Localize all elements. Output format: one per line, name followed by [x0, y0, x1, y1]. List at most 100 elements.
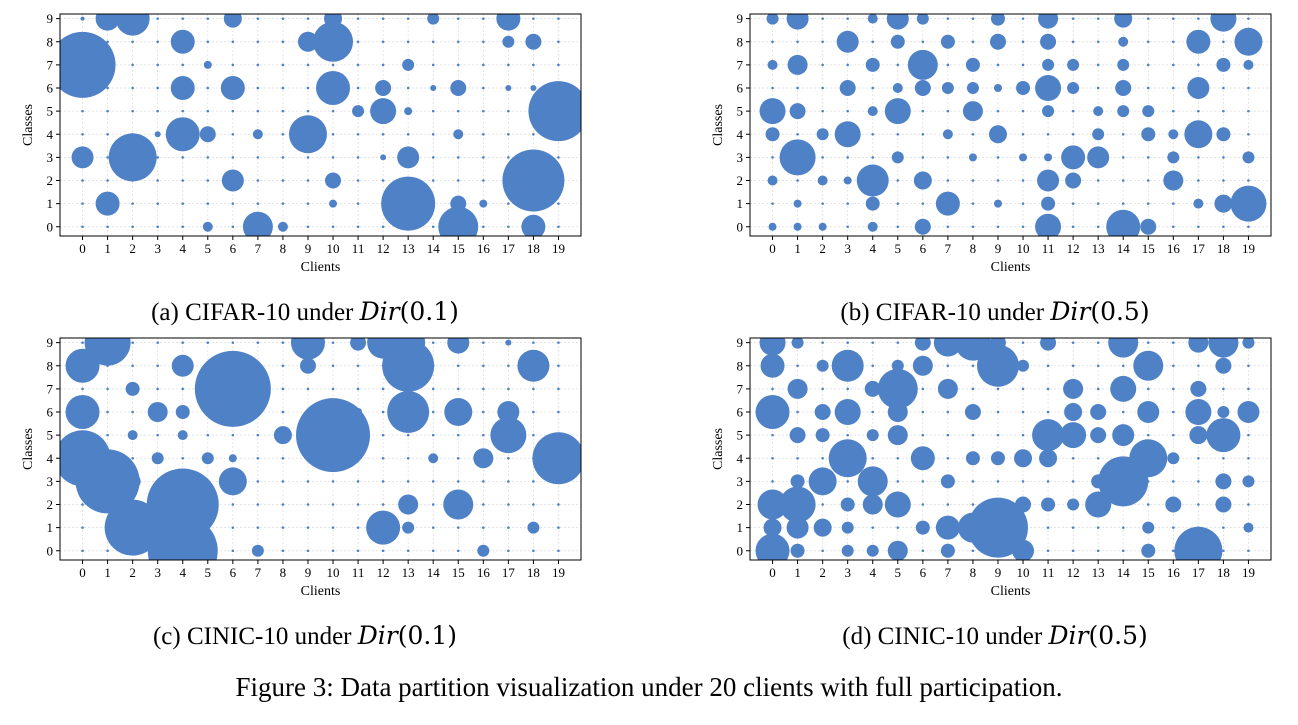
data-point [151, 452, 164, 465]
data-point-minor [1172, 526, 1175, 529]
data-point [453, 129, 464, 140]
plot-frame [59, 337, 582, 561]
caption-b-fn: Dir [1050, 297, 1091, 326]
data-point-minor [1222, 86, 1225, 90]
data-point [1037, 169, 1060, 192]
data-point [1217, 406, 1230, 418]
x-tick-label: 15 [1142, 241, 1155, 256]
data-point [759, 338, 786, 356]
data-point [1065, 172, 1082, 189]
data-point [525, 33, 542, 50]
data-point [867, 14, 878, 24]
data-point-minor [1222, 526, 1225, 529]
data-point [891, 151, 904, 164]
data-point-minor [482, 225, 485, 229]
data-point-minor [231, 63, 235, 67]
data-point [767, 59, 778, 70]
x-tick-label: 6 [230, 241, 237, 256]
data-point-minor [331, 132, 335, 136]
data-point-minor [206, 40, 210, 44]
data-point-minor [507, 132, 510, 136]
data-point-minor [131, 202, 134, 205]
data-point-minor [1046, 132, 1050, 136]
y-tick-label: 8 [47, 358, 54, 373]
data-point [218, 467, 247, 496]
data-point [886, 14, 909, 30]
data-point [194, 350, 271, 427]
data-point-minor [482, 40, 485, 44]
caption-d-fn: Dir [1048, 621, 1089, 650]
data-point-minor [131, 456, 134, 460]
data-point [316, 71, 351, 105]
x-tick-label: 19 [552, 241, 565, 256]
data-point [1012, 539, 1035, 560]
data-point-minor [1071, 549, 1075, 553]
data-point-minor [381, 225, 385, 229]
data-point-minor [1222, 109, 1225, 113]
data-point-minor [281, 341, 285, 344]
data-point [1141, 543, 1156, 558]
data-point [1117, 58, 1130, 71]
x-tick-label: 5 [895, 565, 902, 580]
data-point-minor [356, 225, 360, 229]
data-point-minor [771, 202, 774, 205]
data-point-minor [1021, 202, 1025, 205]
data-point [402, 58, 415, 71]
data-point-minor [1247, 456, 1250, 460]
data-point-minor [106, 132, 109, 136]
data-point [1174, 526, 1223, 560]
data-point-minor [256, 202, 260, 205]
x-tick-label: 5 [205, 565, 212, 580]
data-point [329, 199, 338, 208]
data-point-minor [156, 433, 159, 437]
data-point [147, 515, 218, 560]
y-axis-label: Classes [711, 104, 726, 146]
x-tick-label: 9 [305, 565, 312, 580]
data-point-minor [946, 225, 950, 229]
data-point [517, 349, 550, 382]
data-point-minor [846, 156, 849, 159]
data-point-minor [971, 132, 975, 136]
data-point [1041, 497, 1056, 512]
data-point [786, 516, 809, 539]
data-point-minor [557, 549, 560, 553]
y-tick-label: 1 [47, 196, 54, 211]
data-point-minor [946, 63, 950, 67]
data-point-minor [456, 109, 460, 113]
data-point-minor [256, 503, 260, 506]
data-point [1215, 357, 1232, 374]
data-point-minor [456, 433, 460, 437]
data-point [443, 489, 474, 520]
data-point-minor [231, 40, 235, 44]
data-point-minor [482, 480, 485, 483]
data-point-minor [1222, 549, 1225, 553]
data-point [937, 378, 958, 399]
data-point-minor [1222, 156, 1225, 159]
data-point [1114, 14, 1133, 28]
data-point [1118, 36, 1129, 47]
y-tick-label: 9 [737, 11, 744, 26]
data-point-minor [821, 387, 824, 391]
data-point-minor [1247, 225, 1250, 229]
data-point [1185, 399, 1212, 425]
data-point-minor [256, 480, 260, 483]
data-point-minor [331, 364, 335, 368]
data-point-minor [557, 63, 560, 67]
data-point [915, 520, 930, 535]
data-point [502, 35, 515, 48]
data-point-minor [1071, 132, 1075, 136]
data-point [836, 30, 859, 53]
data-point-minor [131, 225, 134, 229]
data-point [1141, 127, 1156, 142]
y-tick-label: 7 [737, 57, 744, 72]
data-point [299, 357, 316, 374]
data-point-minor [306, 480, 310, 483]
data-point [1216, 127, 1231, 142]
data-point [1092, 128, 1105, 141]
data-point [398, 494, 419, 515]
data-point-minor [131, 86, 134, 90]
data-point [787, 378, 808, 399]
data-point-minor [131, 364, 134, 368]
y-tick-label: 3 [47, 474, 54, 489]
